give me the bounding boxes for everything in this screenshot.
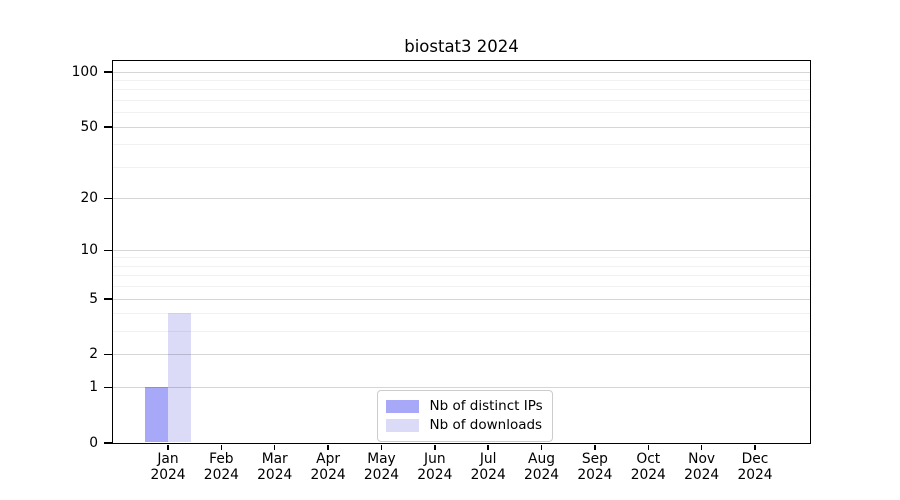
- x-tick-label: Feb 2024: [203, 451, 239, 483]
- x-tick-label: May 2024: [363, 451, 400, 483]
- y-tick-label: 20: [80, 189, 98, 206]
- plot-area: Nb of distinct IPs Nb of downloads: [111, 59, 811, 444]
- x-tick: [380, 444, 383, 450]
- y-tick: [103, 354, 112, 356]
- x-tick-label: Sep 2024: [577, 451, 613, 483]
- y-tick: [103, 298, 112, 300]
- x-tick: [540, 444, 543, 450]
- y-tick: [103, 71, 112, 73]
- legend-label-downloads: Nb of downloads: [429, 417, 543, 433]
- minor-gridline: [112, 166, 810, 168]
- legend-item-downloads: Nb of downloads: [385, 416, 543, 435]
- x-tick: [594, 444, 596, 450]
- x-tick-label: Jan 2024: [150, 451, 186, 483]
- x-tick: [167, 444, 169, 450]
- x-tick: [647, 444, 649, 450]
- y-tick: [103, 126, 112, 128]
- major-gridline: [112, 126, 810, 128]
- minor-gridline: [112, 313, 810, 315]
- y-tick-label: 10: [80, 241, 98, 258]
- x-tick: [434, 444, 436, 450]
- x-tick: [220, 444, 223, 450]
- x-tick: [700, 444, 703, 450]
- minor-gridline: [112, 80, 810, 81]
- minor-gridline: [112, 257, 810, 259]
- x-tick-label: Aug 2024: [523, 451, 560, 483]
- bar-nb-of-downloads-jan: [167, 313, 191, 443]
- minor-gridline: [112, 275, 810, 277]
- minor-gridline: [112, 89, 810, 91]
- bars-layer: [113, 61, 810, 443]
- bar-nb-of-distinct-ips-jan: [144, 386, 168, 443]
- y-tick-label: 100: [71, 63, 98, 80]
- x-tick-label: Nov 2024: [684, 451, 720, 483]
- y-tick: [103, 442, 112, 444]
- x-tick: [487, 444, 489, 450]
- y-tick-label: 0: [89, 434, 98, 451]
- major-gridline: [112, 298, 810, 300]
- x-tick-label: Jun 2024: [417, 451, 453, 483]
- y-tick-label: 50: [80, 118, 98, 135]
- legend-item-distinct-ips: Nb of distinct IPs: [385, 397, 543, 416]
- y-tick-label: 1: [89, 378, 98, 395]
- legend-swatch-downloads: [385, 418, 419, 432]
- major-gridline: [112, 249, 810, 251]
- minor-gridline: [112, 144, 810, 146]
- major-gridline: [112, 354, 810, 356]
- legend: Nb of distinct IPs Nb of downloads: [376, 389, 553, 442]
- y-tick-label: 2: [89, 346, 98, 363]
- minor-gridline: [112, 112, 810, 114]
- y-tick: [103, 386, 112, 388]
- x-tick-label: Dec 2024: [737, 451, 773, 483]
- major-gridline: [112, 71, 810, 73]
- minor-gridline: [112, 265, 810, 267]
- x-tick-label: Apr 2024: [310, 451, 346, 483]
- major-gridline: [112, 386, 810, 388]
- x-tick: [327, 444, 329, 450]
- minor-gridline: [112, 331, 810, 333]
- major-gridline: [112, 197, 810, 199]
- x-tick-label: Oct 2024: [630, 451, 666, 483]
- minor-gridline: [112, 286, 810, 288]
- minor-gridline: [112, 99, 810, 101]
- x-tick: [274, 444, 276, 450]
- y-tick: [103, 249, 112, 251]
- gridlines-layer: [112, 61, 810, 443]
- y-tick-label: 5: [89, 290, 98, 307]
- legend-label-distinct-ips: Nb of distinct IPs: [429, 398, 543, 414]
- chart-title: biostat3 2024: [404, 37, 519, 56]
- y-tick: [103, 197, 112, 200]
- legend-swatch-distinct-ips: [385, 399, 419, 413]
- x-tick-label: Mar 2024: [257, 451, 293, 483]
- x-tick: [754, 444, 756, 450]
- x-tick-label: Jul 2024: [470, 451, 506, 483]
